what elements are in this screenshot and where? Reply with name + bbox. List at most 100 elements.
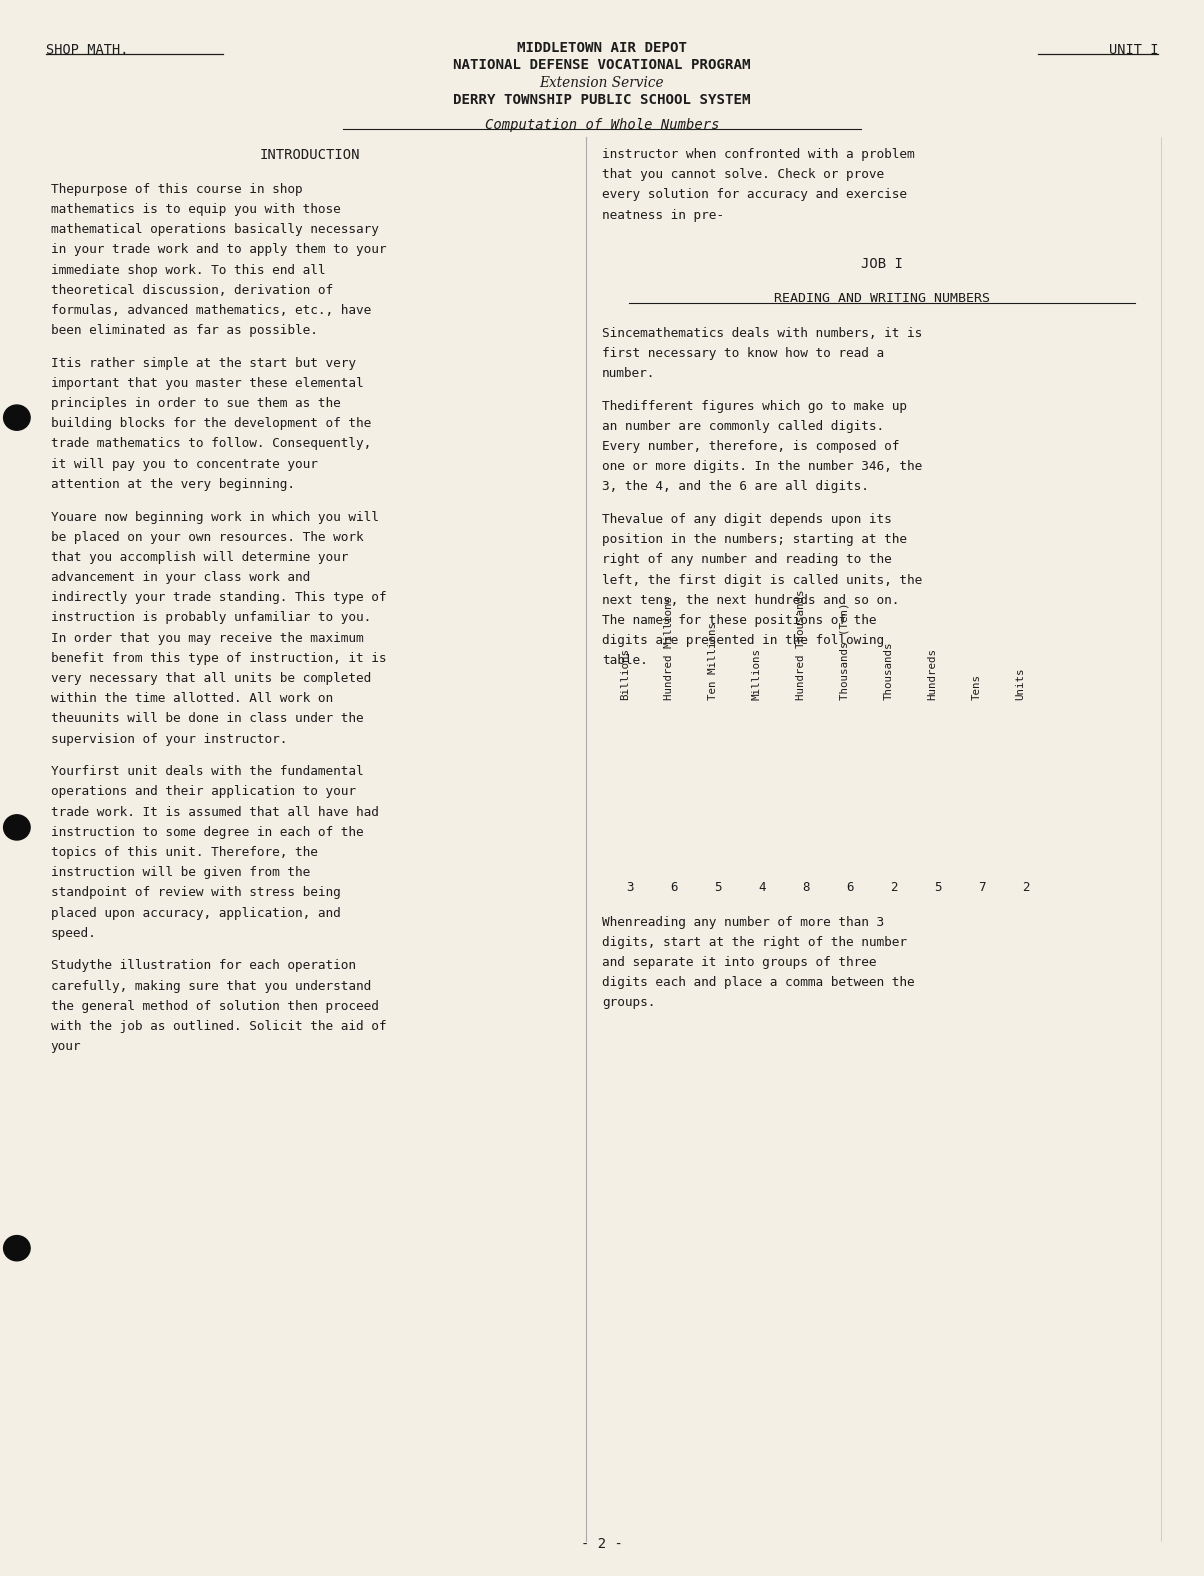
Text: that you cannot solve. Check or prove: that you cannot solve. Check or prove xyxy=(602,169,884,181)
Text: Hundred Thousands: Hundred Thousands xyxy=(796,589,805,700)
Text: Millions: Millions xyxy=(751,648,762,700)
Text: 5: 5 xyxy=(714,881,721,894)
Text: very necessary that all units be completed: very necessary that all units be complet… xyxy=(51,671,371,686)
Text: instruction will be given from the: instruction will be given from the xyxy=(51,867,309,879)
Text: DERRY TOWNSHIP PUBLIC SCHOOL SYSTEM: DERRY TOWNSHIP PUBLIC SCHOOL SYSTEM xyxy=(453,93,751,107)
Text: it will pay you to concentrate your: it will pay you to concentrate your xyxy=(51,457,318,471)
Text: trade work. It is assumed that all have had: trade work. It is assumed that all have … xyxy=(51,805,378,818)
Text: topics of this unit. Therefore, the: topics of this unit. Therefore, the xyxy=(51,846,318,859)
Text: the general method of solution then proceed: the general method of solution then proc… xyxy=(51,999,378,1013)
Text: your: your xyxy=(51,1040,81,1053)
Text: Sincemathematics deals with numbers, it is: Sincemathematics deals with numbers, it … xyxy=(602,326,922,339)
Text: mathematics is to equip you with those: mathematics is to equip you with those xyxy=(51,203,341,216)
Text: attention at the very beginning.: attention at the very beginning. xyxy=(51,478,295,490)
Text: 8: 8 xyxy=(802,881,809,894)
Text: instruction is probably unfamiliar to you.: instruction is probably unfamiliar to yo… xyxy=(51,611,371,624)
Text: 3, the 4, and the 6 are all digits.: 3, the 4, and the 6 are all digits. xyxy=(602,481,869,493)
Text: instructor when confronted with a problem: instructor when confronted with a proble… xyxy=(602,148,915,161)
Text: operations and their application to your: operations and their application to your xyxy=(51,785,355,799)
Text: SHOP MATH.: SHOP MATH. xyxy=(46,43,129,57)
Text: Every number, therefore, is composed of: Every number, therefore, is composed of xyxy=(602,440,899,452)
Text: 2: 2 xyxy=(890,881,897,894)
Text: 5: 5 xyxy=(934,881,942,894)
Text: within the time allotted. All work on: within the time allotted. All work on xyxy=(51,692,332,704)
Text: table.: table. xyxy=(602,654,648,667)
Text: Youare now beginning work in which you will: Youare now beginning work in which you w… xyxy=(51,511,378,523)
Text: benefit from this type of instruction, it is: benefit from this type of instruction, i… xyxy=(51,652,386,665)
Text: Thousands (Ten): Thousands (Ten) xyxy=(839,602,850,700)
Text: 6: 6 xyxy=(671,881,678,894)
Text: NATIONAL DEFENSE VOCATIONAL PROGRAM: NATIONAL DEFENSE VOCATIONAL PROGRAM xyxy=(453,58,751,72)
Text: mathematical operations basically necessary: mathematical operations basically necess… xyxy=(51,224,378,236)
Text: digits, start at the right of the number: digits, start at the right of the number xyxy=(602,936,907,949)
Text: 4: 4 xyxy=(759,881,766,894)
Text: Tens: Tens xyxy=(972,675,981,700)
Text: Whenreading any number of more than 3: Whenreading any number of more than 3 xyxy=(602,916,884,928)
Text: indirectly your trade standing. This type of: indirectly your trade standing. This typ… xyxy=(51,591,386,604)
Text: with the job as outlined. Solicit the aid of: with the job as outlined. Solicit the ai… xyxy=(51,1020,386,1032)
Text: Billions: Billions xyxy=(620,648,630,700)
Text: standpoint of review with stress being: standpoint of review with stress being xyxy=(51,886,341,900)
Text: Units: Units xyxy=(1015,667,1026,700)
Text: In order that you may receive the maximum: In order that you may receive the maximu… xyxy=(51,632,364,645)
Text: neatness in pre-: neatness in pre- xyxy=(602,208,724,222)
Text: instruction to some degree in each of the: instruction to some degree in each of th… xyxy=(51,826,364,838)
Text: trade mathematics to follow. Consequently,: trade mathematics to follow. Consequentl… xyxy=(51,438,371,451)
Text: formulas, advanced mathematics, etc., have: formulas, advanced mathematics, etc., ha… xyxy=(51,304,371,317)
Text: position in the numbers; starting at the: position in the numbers; starting at the xyxy=(602,533,907,547)
Text: important that you master these elemental: important that you master these elementa… xyxy=(51,377,364,389)
Text: theoretical discussion, derivation of: theoretical discussion, derivation of xyxy=(51,284,332,296)
Text: The names for these positions of the: The names for these positions of the xyxy=(602,615,877,627)
Text: Studythe illustration for each operation: Studythe illustration for each operation xyxy=(51,960,355,972)
Text: advancement in your class work and: advancement in your class work and xyxy=(51,571,309,585)
Text: Hundreds: Hundreds xyxy=(927,648,938,700)
Text: 2: 2 xyxy=(1022,881,1029,894)
Text: placed upon accuracy, application, and: placed upon accuracy, application, and xyxy=(51,906,341,919)
Text: 7: 7 xyxy=(978,881,985,894)
Text: - 2 -: - 2 - xyxy=(582,1537,622,1551)
Ellipse shape xyxy=(4,405,30,430)
Text: Hundred Millions: Hundred Millions xyxy=(663,596,674,700)
Text: Thedifferent figures which go to make up: Thedifferent figures which go to make up xyxy=(602,400,907,413)
Text: speed.: speed. xyxy=(51,927,96,939)
Text: an number are commonly called digits.: an number are commonly called digits. xyxy=(602,419,884,433)
Text: digits are presented in the following: digits are presented in the following xyxy=(602,634,884,648)
Ellipse shape xyxy=(4,1236,30,1261)
Text: be placed on your own resources. The work: be placed on your own resources. The wor… xyxy=(51,531,364,544)
Text: 3: 3 xyxy=(626,881,633,894)
Text: Computation of Whole Numbers: Computation of Whole Numbers xyxy=(485,118,719,132)
Text: Thevalue of any digit depends upon its: Thevalue of any digit depends upon its xyxy=(602,514,892,526)
Text: been eliminated as far as possible.: been eliminated as far as possible. xyxy=(51,325,318,337)
Text: every solution for accuracy and exercise: every solution for accuracy and exercise xyxy=(602,189,907,202)
Text: carefully, making sure that you understand: carefully, making sure that you understa… xyxy=(51,980,371,993)
Text: INTRODUCTION: INTRODUCTION xyxy=(260,148,360,162)
Text: principles in order to sue them as the: principles in order to sue them as the xyxy=(51,397,341,410)
Text: immediate shop work. To this end all: immediate shop work. To this end all xyxy=(51,263,325,276)
Text: digits each and place a comma between the: digits each and place a comma between th… xyxy=(602,976,915,990)
Text: and separate it into groups of three: and separate it into groups of three xyxy=(602,957,877,969)
Text: UNIT I: UNIT I xyxy=(1109,43,1158,57)
Text: Itis rather simple at the start but very: Itis rather simple at the start but very xyxy=(51,356,355,370)
Text: Yourfirst unit deals with the fundamental: Yourfirst unit deals with the fundamenta… xyxy=(51,766,364,779)
Text: next tens, the next hundreds and so on.: next tens, the next hundreds and so on. xyxy=(602,594,899,607)
Text: Thepurpose of this course in shop: Thepurpose of this course in shop xyxy=(51,183,302,195)
Text: Ten Millions: Ten Millions xyxy=(708,623,718,700)
Text: in your trade work and to apply them to your: in your trade work and to apply them to … xyxy=(51,243,386,257)
Ellipse shape xyxy=(4,815,30,840)
Text: JOB I: JOB I xyxy=(861,257,903,271)
Text: building blocks for the development of the: building blocks for the development of t… xyxy=(51,418,371,430)
Text: groups.: groups. xyxy=(602,996,655,1009)
Text: MIDDLETOWN AIR DEPOT: MIDDLETOWN AIR DEPOT xyxy=(517,41,687,55)
Text: left, the first digit is called units, the: left, the first digit is called units, t… xyxy=(602,574,922,586)
Text: theuunits will be done in class under the: theuunits will be done in class under th… xyxy=(51,712,364,725)
Text: Thousands: Thousands xyxy=(884,641,893,700)
Text: number.: number. xyxy=(602,367,655,380)
Text: 6: 6 xyxy=(846,881,854,894)
Text: Extension Service: Extension Service xyxy=(539,76,665,90)
Text: right of any number and reading to the: right of any number and reading to the xyxy=(602,553,892,566)
Text: that you accomplish will determine your: that you accomplish will determine your xyxy=(51,552,348,564)
Text: first necessary to know how to read a: first necessary to know how to read a xyxy=(602,347,884,359)
Text: one or more digits. In the number 346, the: one or more digits. In the number 346, t… xyxy=(602,460,922,473)
Text: supervision of your instructor.: supervision of your instructor. xyxy=(51,733,287,745)
Text: READING AND WRITING NUMBERS: READING AND WRITING NUMBERS xyxy=(774,292,990,304)
